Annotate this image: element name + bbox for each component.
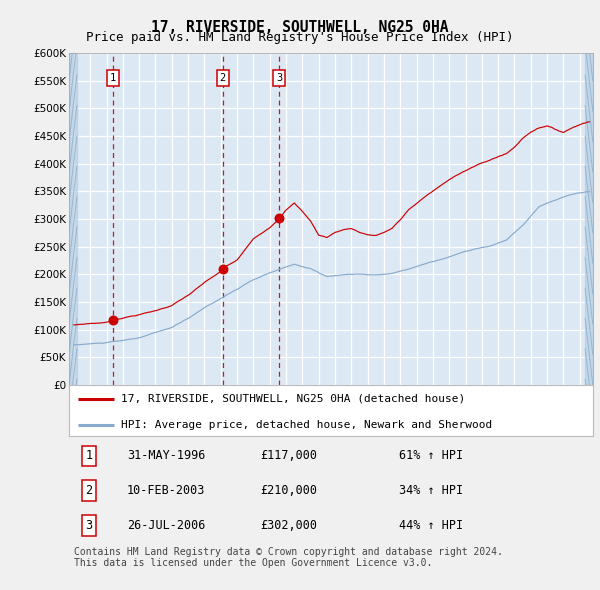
Text: 34% ↑ HPI: 34% ↑ HPI [399, 484, 463, 497]
Text: 3: 3 [276, 73, 282, 83]
Point [218, 264, 227, 274]
Text: 2: 2 [220, 73, 226, 83]
Text: 2: 2 [85, 484, 92, 497]
Text: HPI: Average price, detached house, Newark and Sherwood: HPI: Average price, detached house, Newa… [121, 420, 493, 430]
Text: 17, RIVERSIDE, SOUTHWELL, NG25 0HA: 17, RIVERSIDE, SOUTHWELL, NG25 0HA [151, 20, 449, 35]
Text: Price paid vs. HM Land Registry's House Price Index (HPI): Price paid vs. HM Land Registry's House … [86, 31, 514, 44]
Text: 1: 1 [110, 73, 116, 83]
Point [109, 316, 118, 325]
Text: £117,000: £117,000 [260, 450, 317, 463]
Text: £210,000: £210,000 [260, 484, 317, 497]
Text: 10-FEB-2003: 10-FEB-2003 [127, 484, 205, 497]
Text: Contains HM Land Registry data © Crown copyright and database right 2024.
This d: Contains HM Land Registry data © Crown c… [74, 547, 503, 568]
Text: 61% ↑ HPI: 61% ↑ HPI [399, 450, 463, 463]
Text: 44% ↑ HPI: 44% ↑ HPI [399, 519, 463, 532]
Text: 31-MAY-1996: 31-MAY-1996 [127, 450, 205, 463]
Text: £302,000: £302,000 [260, 519, 317, 532]
Point [274, 213, 284, 222]
Text: 3: 3 [85, 519, 92, 532]
Text: 17, RIVERSIDE, SOUTHWELL, NG25 0HA (detached house): 17, RIVERSIDE, SOUTHWELL, NG25 0HA (deta… [121, 394, 466, 404]
Text: 1: 1 [85, 450, 92, 463]
Text: 26-JUL-2006: 26-JUL-2006 [127, 519, 205, 532]
